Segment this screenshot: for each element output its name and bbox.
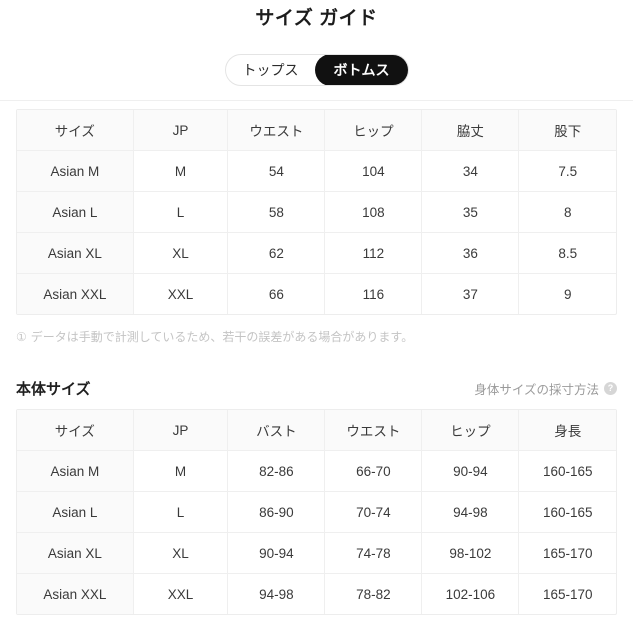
table-row: Asian XL XL 90-94 74-78 98-102 165-170 xyxy=(17,532,616,574)
column-header-jp: JP xyxy=(133,110,229,151)
cell-sidelength: 36 xyxy=(421,232,520,274)
table-header-row: サイズ JP バスト ウエスト ヒップ 身長 xyxy=(17,410,616,451)
toggle-option-tops[interactable]: トップス xyxy=(226,55,316,85)
column-header-waist: ウエスト xyxy=(227,110,326,151)
cell-waist: 66-70 xyxy=(324,450,423,492)
cell-waist: 70-74 xyxy=(324,491,423,533)
cell-sidelength: 37 xyxy=(421,273,520,314)
cell-hip: 108 xyxy=(324,191,423,233)
table-row: Asian L L 58 108 35 8 xyxy=(17,191,616,233)
category-toggle-wrapper: トップス ボトムス xyxy=(0,54,633,86)
cell-jp: XXL xyxy=(133,573,229,614)
body-size-table-container: サイズ JP バスト ウエスト ヒップ 身長 Asian M M 82-86 6… xyxy=(16,409,617,615)
column-header-size: サイズ xyxy=(17,410,134,451)
cell-waist: 62 xyxy=(227,232,326,274)
cell-size: Asian L xyxy=(17,491,134,533)
cell-hip: 98-102 xyxy=(421,532,520,574)
cell-inseam: 9 xyxy=(563,286,572,302)
cell-bust: 86-90 xyxy=(227,491,326,533)
table-header-row: サイズ JP ウエスト ヒップ 脇丈 股下 xyxy=(17,110,616,151)
cell-hip: 94-98 xyxy=(421,491,520,533)
cell-jp: M xyxy=(133,150,229,192)
table-row: Asian L L 86-90 70-74 94-98 160-165 xyxy=(17,491,616,533)
cell-bust: 82-86 xyxy=(227,450,326,492)
column-header-hip: ヒップ xyxy=(421,410,520,451)
cell-height: 160-165 xyxy=(518,450,616,492)
column-header-sidelength: 脇丈 xyxy=(421,110,520,151)
measurement-disclaimer: ① データは手動で計測しているため、若干の誤差がある場合があります。 xyxy=(16,328,617,346)
table-row: Asian M M 54 104 34 7.5 xyxy=(17,150,616,192)
measurement-disclaimer-text: データは手動で計測しているため、若干の誤差がある場合があります。 xyxy=(30,330,414,344)
cell-jp: L xyxy=(133,191,229,233)
cell-height: 160-165 xyxy=(518,491,616,533)
body-size-section-header: 本体サイズ 身体サイズの採寸方法 ? xyxy=(16,378,617,399)
cell-bust: 90-94 xyxy=(227,532,326,574)
table-row: Asian XL XL 62 112 36 8.5 xyxy=(17,232,616,274)
cell-waist: 66 xyxy=(227,273,326,314)
cell-hip: 90-94 xyxy=(421,450,520,492)
cell-waist: 74-78 xyxy=(324,532,423,574)
cell-size: Asian XXL xyxy=(17,573,134,614)
toggle-option-tops-label: トップス xyxy=(242,62,299,78)
cell-jp: M xyxy=(133,450,229,492)
cell-size: Asian XXL xyxy=(17,273,134,314)
header-divider xyxy=(0,100,633,101)
cell-jp: L xyxy=(133,491,229,533)
cell-size: Asian XL xyxy=(17,232,134,274)
column-header-hip: ヒップ xyxy=(324,110,423,151)
cell-bust: 94-98 xyxy=(227,573,326,614)
cell-jp: XL xyxy=(133,232,229,274)
cell-size: Asian L xyxy=(17,191,134,233)
cell-jp: XXL xyxy=(133,273,229,314)
cell-hip: 102-106 xyxy=(421,573,520,614)
cell-hip: 104 xyxy=(324,150,423,192)
cell-size: Asian XL xyxy=(17,532,134,574)
question-mark-icon[interactable]: ? xyxy=(604,382,617,395)
cell-hip: 112 xyxy=(324,232,423,274)
table-row: Asian XXL XXL 94-98 78-82 102-106 165-17… xyxy=(17,573,616,614)
cell-height: 165-170 xyxy=(518,532,616,574)
info-circle-icon: ① xyxy=(16,330,27,344)
cell-sidelength: 35 xyxy=(421,191,520,233)
cell-inseam: 7.5 xyxy=(518,150,616,192)
measuring-method-label: 身体サイズの採寸方法 xyxy=(474,383,599,397)
cell-sidelength: 34 xyxy=(421,150,520,192)
cell-hip: 116 xyxy=(324,273,423,314)
section-title-body-size: 本体サイズ xyxy=(16,381,91,398)
garment-size-table-container: サイズ JP ウエスト ヒップ 脇丈 股下 Asian M M 54 104 3… xyxy=(16,109,617,315)
cell-size: Asian M xyxy=(17,450,134,492)
cell-jp: XL xyxy=(133,532,229,574)
column-header-size: サイズ xyxy=(17,110,134,151)
cell-height: 165-170 xyxy=(542,586,593,602)
category-toggle[interactable]: トップス ボトムス xyxy=(224,54,409,86)
cell-inseam: 8 xyxy=(518,191,616,233)
column-header-bust: バスト xyxy=(227,410,326,451)
cell-waist: 78-82 xyxy=(324,573,423,614)
measuring-method-link[interactable]: 身体サイズの採寸方法 ? xyxy=(474,379,617,398)
column-header-waist: ウエスト xyxy=(324,410,423,451)
toggle-option-bottoms[interactable]: ボトムス xyxy=(314,55,408,85)
column-header-height: 身長 xyxy=(518,410,616,451)
body-size-table: サイズ JP バスト ウエスト ヒップ 身長 Asian M M 82-86 6… xyxy=(17,410,616,614)
table-row: Asian M M 82-86 66-70 90-94 160-165 xyxy=(17,450,616,492)
table-row: Asian XXL XXL 66 116 37 9 xyxy=(17,273,616,314)
column-header-inseam: 股下 xyxy=(518,110,616,151)
page-title: サイズ ガイド xyxy=(255,8,378,29)
cell-waist: 54 xyxy=(227,150,326,192)
column-header-jp: JP xyxy=(133,410,229,451)
toggle-option-bottoms-label: ボトムス xyxy=(333,62,390,78)
cell-waist: 58 xyxy=(227,191,326,233)
cell-size: Asian M xyxy=(17,150,134,192)
garment-size-table: サイズ JP ウエスト ヒップ 脇丈 股下 Asian M M 54 104 3… xyxy=(17,110,616,314)
cell-inseam: 8.5 xyxy=(518,232,616,274)
